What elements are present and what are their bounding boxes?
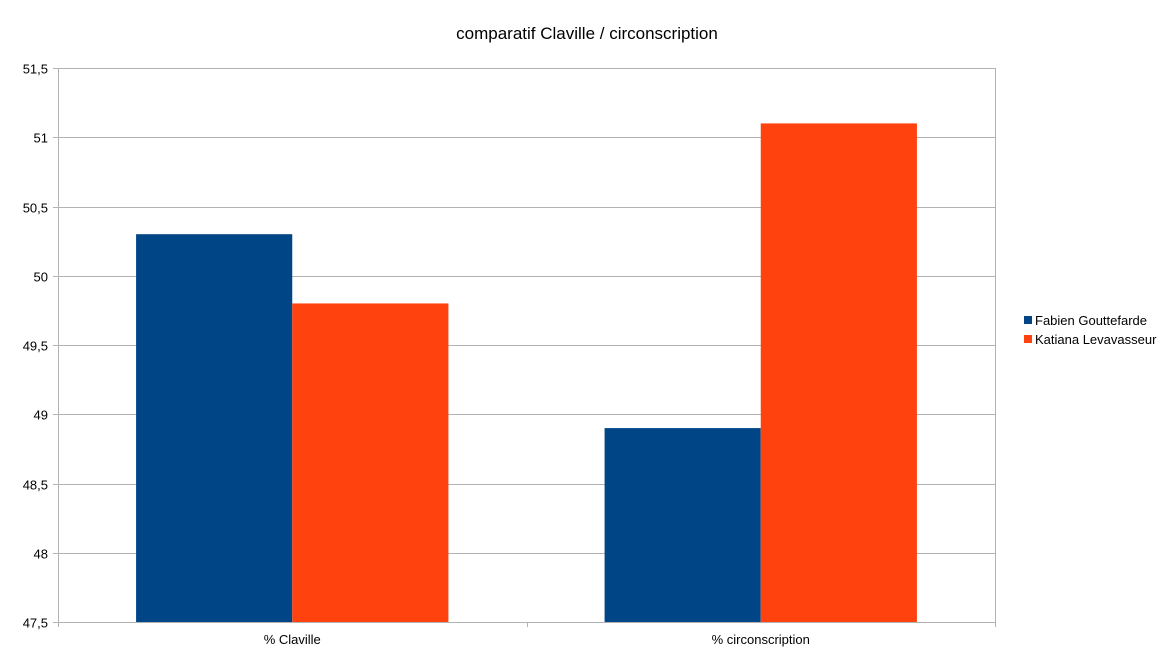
- y-tick-label: 50,5: [23, 201, 48, 216]
- y-tick-label: 48,5: [23, 478, 48, 493]
- bar: [292, 303, 449, 622]
- bar: [760, 123, 917, 623]
- y-tick-label: 47,5: [23, 616, 48, 631]
- bars: [136, 123, 917, 623]
- legend: Fabien Gouttefarde Katiana Levavasseur: [1024, 313, 1157, 347]
- legend-swatch: [1024, 335, 1032, 343]
- chart-title: comparatif Claville / circonscription: [456, 24, 718, 43]
- y-tick-label: 51: [34, 131, 48, 146]
- axes: 47,5 48 48,5 49 49,5 50 50,5 51 51,5 % Claville % …: [23, 62, 996, 647]
- legend-swatch: [1024, 316, 1032, 324]
- x-tick-label: % circonscription: [712, 632, 810, 647]
- y-tick-label: 50: [34, 270, 48, 285]
- legend-label: Fabien Gouttefarde: [1035, 313, 1147, 328]
- y-tick-label: 51,5: [23, 62, 48, 77]
- bar: [136, 234, 293, 622]
- y-tick-label: 49: [34, 408, 48, 423]
- x-tick-label: % Claville: [264, 632, 321, 647]
- y-tick-label: 49,5: [23, 339, 48, 354]
- bar: [604, 428, 761, 622]
- legend-label: Katiana Levavasseur: [1035, 332, 1157, 347]
- y-tick-label: 48: [34, 547, 48, 562]
